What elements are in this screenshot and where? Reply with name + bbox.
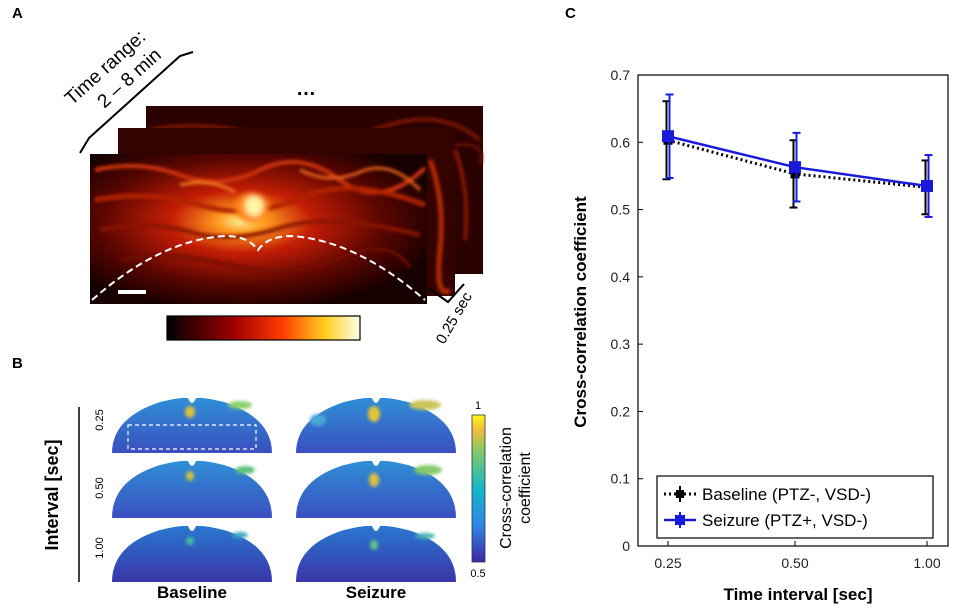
y-tick-label-4: 0.4 <box>611 269 631 285</box>
colorbar-title-line1: Cross-correlation <box>498 427 515 549</box>
panel-b: B Interval [sec] 0.25 0.50 1.00 <box>12 355 534 602</box>
map-baseline-1.00 <box>112 525 272 582</box>
col-label-baseline: Baseline <box>157 583 227 602</box>
roi-box <box>127 424 257 450</box>
col-label-seizure: Seizure <box>346 583 406 602</box>
row-label-0.25: 0.25 <box>94 409 106 430</box>
panel-c-label: C <box>565 5 576 22</box>
panel-b-label: B <box>12 355 23 372</box>
y-ticks: 0 0.1 0.2 0.3 0.4 0.5 0.6 0.7 <box>611 67 643 554</box>
y-tick-label-6: 0.6 <box>611 134 631 150</box>
x-tick-label-2: 1.00 <box>913 555 940 571</box>
map-seizure-0.50 <box>296 460 456 518</box>
data-point-1-0 <box>662 130 674 143</box>
y-tick-label-2: 0.2 <box>611 403 631 419</box>
panel-a-label: A <box>12 5 23 22</box>
parula-colorbar <box>471 414 486 563</box>
data-point-1-2 <box>921 180 933 193</box>
data-point-1-1 <box>789 161 801 174</box>
map-seizure-0.25 <box>296 397 456 453</box>
map-seizure-1.00 <box>296 525 456 582</box>
x-tick-label-1: 0.50 <box>781 555 808 571</box>
data-point-0-1 <box>790 169 800 179</box>
legend: Baseline (PTZ-, VSD-) Seizure (PTZ+, VSD-… <box>656 475 934 539</box>
hotspot <box>235 193 269 223</box>
legend-marker-0 <box>676 490 684 498</box>
y-tick-label-7: 0.7 <box>611 67 631 83</box>
time-range-bracket <box>79 51 194 154</box>
panel-c-chart: C Cross-correlation coefficient Time int… <box>565 5 949 604</box>
map-baseline-0.25 <box>112 397 272 453</box>
scale-bar <box>118 290 146 294</box>
frame-middle-texture <box>427 149 469 295</box>
panel-b-y-title: Interval [sec] <box>42 439 62 550</box>
x-tick-label-0: 0.25 <box>654 555 681 571</box>
row-label-0.50: 0.50 <box>94 477 106 498</box>
colorbar-title-line2: coefficient <box>517 452 534 524</box>
series-seizure <box>662 93 933 218</box>
y-axis-title: Cross-correlation coefficient <box>571 196 590 428</box>
ellipsis-mark: … <box>296 78 316 100</box>
brain-outline-dashed <box>91 234 426 301</box>
y-tick-label-3: 0.3 <box>611 336 631 352</box>
colorbar-min: 0.5 <box>470 568 485 580</box>
y-tick-label-0: 0 <box>622 538 630 554</box>
legend-label-0: Baseline (PTZ-, VSD-) <box>702 485 871 504</box>
row-label-1.00: 1.00 <box>94 537 106 558</box>
legend-box <box>656 475 934 539</box>
plot-frame <box>637 74 949 547</box>
interval-label: 0.25 sec <box>433 289 476 347</box>
interval-bracket <box>427 283 465 304</box>
series-group <box>662 93 933 218</box>
x-axis-title: Time interval [sec] <box>724 585 873 604</box>
image-frame-front <box>90 154 427 304</box>
legend-marker-1 <box>675 515 685 525</box>
map-baseline-0.50 <box>112 460 272 518</box>
y-tick-label-1: 0.1 <box>611 471 631 487</box>
y-tick-label-5: 0.5 <box>611 202 631 218</box>
x-ticks: 0.25 0.50 1.00 <box>654 541 941 571</box>
hot-colorbar <box>166 315 361 341</box>
panel-a: A Time <box>12 5 483 347</box>
legend-label-1: Seizure (PTZ+, VSD-) <box>702 511 868 530</box>
colorbar-max: 1 <box>475 400 481 412</box>
